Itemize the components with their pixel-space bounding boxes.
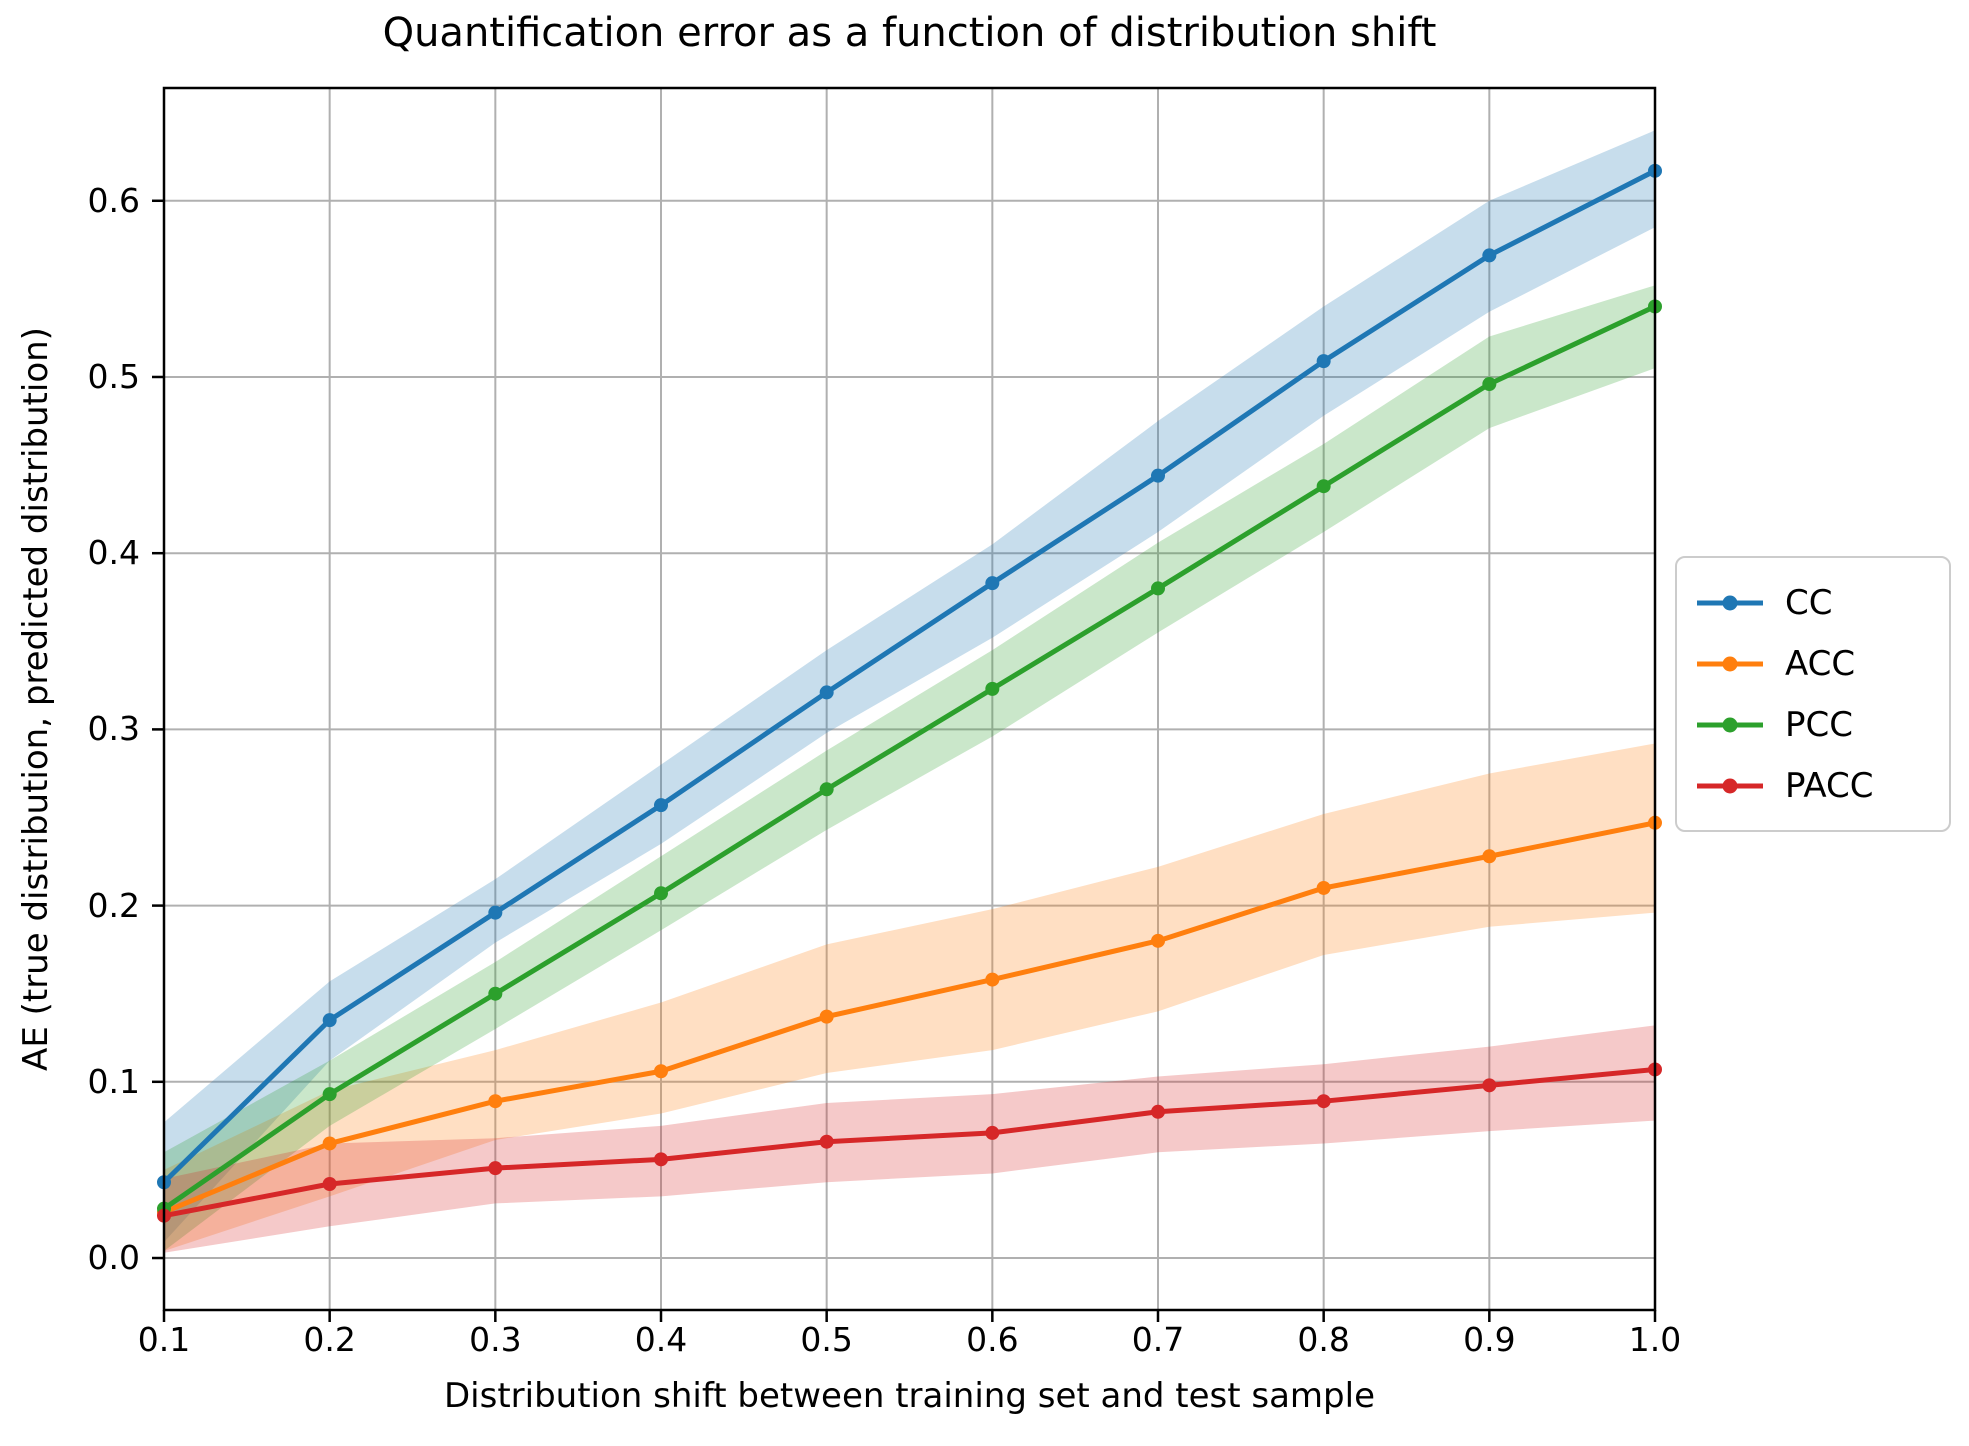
- chart-title: Quantification error as a function of di…: [382, 10, 1437, 56]
- series-band-cc: [164, 130, 1655, 1243]
- legend-swatch-icon: [1697, 778, 1763, 793]
- data-point-marker-pacc: [322, 1177, 337, 1192]
- x-tick-label: 0.2: [303, 1320, 356, 1359]
- x-tick-label: 0.4: [634, 1320, 688, 1359]
- data-point-marker-cc: [488, 905, 503, 920]
- x-tick-label: 0.5: [800, 1320, 853, 1359]
- data-point-marker-acc: [985, 972, 1000, 987]
- data-point-marker-acc: [488, 1094, 503, 1109]
- series-line-cc: [162, 168, 1657, 1185]
- data-point-marker-acc: [1316, 880, 1331, 895]
- series-line-pcc: [162, 304, 1657, 1211]
- legend-swatch-icon: [1697, 656, 1763, 671]
- data-point-marker-pcc: [1316, 479, 1331, 494]
- y-tick-label: 0.5: [87, 356, 140, 396]
- data-point-marker-cc: [1151, 468, 1165, 483]
- data-point-marker-cc: [1316, 354, 1331, 369]
- y-tick-label: 0.4: [87, 533, 140, 573]
- x-axis-label: Distribution shift between training set …: [444, 1376, 1375, 1416]
- series-band-pcc: [164, 285, 1655, 1251]
- y-tick-label: 0.0: [87, 1238, 140, 1278]
- x-tick-label: 0.7: [1131, 1320, 1185, 1359]
- y-tick-label: 0.3: [87, 709, 140, 749]
- data-point-marker-acc: [1482, 849, 1497, 864]
- series-line-acc: [163, 820, 1656, 1215]
- legend: CC ACC PCC PACC: [1675, 556, 1951, 832]
- data-point-marker-acc: [819, 1009, 834, 1024]
- legend-swatch-icon: [1697, 717, 1763, 732]
- data-point-marker-pacc: [1482, 1078, 1497, 1093]
- data-point-marker-cc: [985, 576, 1000, 591]
- data-point-marker-pcc: [654, 886, 668, 901]
- data-point-marker-cc: [1482, 248, 1497, 263]
- data-point-marker-pcc: [1151, 581, 1165, 596]
- legend-label: PACC: [1785, 765, 1874, 806]
- y-tick-label: 0.6: [87, 180, 140, 220]
- data-point-marker-pacc: [985, 1125, 1000, 1140]
- y-tick-label: 0.2: [87, 885, 140, 925]
- series-line-pacc: [163, 1066, 1656, 1219]
- legend-swatch-icon: [1697, 595, 1763, 610]
- data-point-marker-pacc: [1151, 1104, 1165, 1119]
- data-point-marker-pcc: [488, 986, 503, 1001]
- data-point-marker-pacc: [488, 1161, 503, 1176]
- data-point-marker-acc: [1151, 933, 1165, 948]
- x-tick-label: 0.3: [469, 1320, 522, 1359]
- legend-label: PCC: [1785, 704, 1853, 745]
- legend-label: ACC: [1785, 643, 1856, 684]
- data-point-marker-cc: [819, 685, 834, 700]
- data-point-marker-acc: [654, 1064, 668, 1079]
- legend-label: CC: [1785, 582, 1833, 623]
- data-point-marker-pcc: [1482, 377, 1497, 392]
- data-point-marker-pcc: [819, 782, 834, 797]
- x-tick-label: 0.8: [1297, 1320, 1350, 1359]
- x-tick-label: 1.0: [1628, 1320, 1682, 1359]
- data-point-marker-acc: [322, 1136, 337, 1151]
- data-point-marker-pacc: [819, 1134, 834, 1149]
- data-point-marker-pacc: [654, 1152, 668, 1167]
- data-point-marker-cc: [654, 798, 668, 813]
- legend-item-pcc: PCC: [1677, 694, 1949, 755]
- data-point-marker-cc: [322, 1013, 337, 1028]
- data-point-marker-pcc: [985, 681, 1000, 696]
- legend-item-acc: ACC: [1677, 633, 1949, 694]
- data-point-marker-pcc: [322, 1087, 337, 1102]
- plot-border: [162, 86, 1657, 1312]
- y-tick-label: 0.1: [87, 1061, 140, 1101]
- x-tick-label: 0.1: [137, 1320, 191, 1359]
- x-tick-label: 0.6: [966, 1320, 1019, 1359]
- legend-item-cc: CC: [1677, 572, 1949, 633]
- x-tick-label: 0.9: [1463, 1320, 1516, 1359]
- legend-item-pacc: PACC: [1677, 755, 1949, 816]
- data-point-marker-pacc: [1316, 1094, 1331, 1109]
